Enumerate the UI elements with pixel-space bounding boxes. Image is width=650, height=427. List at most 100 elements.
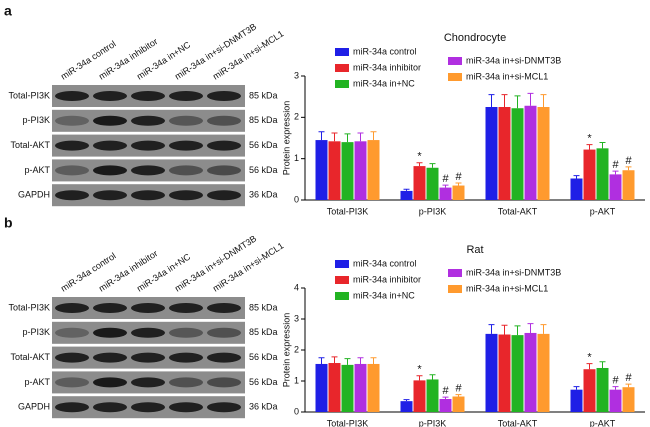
bar [583,149,596,200]
band [131,327,165,338]
kda-label: 36 kDa [249,190,278,200]
band [93,352,127,363]
y-tick-label: 0 [294,406,299,416]
band [207,115,241,126]
error-bar [514,95,521,109]
band [93,91,127,101]
band [131,91,165,101]
bar [315,363,328,412]
kda-label: 85 kDa [249,90,278,100]
error-bar [429,163,436,168]
y-tick-label: 2 [294,344,299,354]
band [169,303,203,313]
y-tick-label: 3 [294,313,299,323]
bar [596,148,609,200]
legend-label: miR-34a control [353,46,417,56]
bar [452,396,465,412]
band [55,303,89,313]
band [207,303,241,313]
band [131,377,165,388]
significance-mark: # [625,372,632,384]
bar [498,107,511,200]
lane-label: miR-34a in+si-MCL1 [211,240,285,293]
kda-label: 56 kDa [249,377,278,387]
kda-label: 85 kDa [249,327,278,337]
bar [400,190,413,200]
band [93,165,127,176]
bar [367,140,380,200]
band [169,402,203,413]
x-tick-label: Total-PI3K [327,206,369,216]
error-bar [527,92,534,106]
kda-label: 56 kDa [249,140,278,150]
row-label: p-PI3K [22,115,50,125]
bar [452,185,465,200]
y-axis-label: Protein expression [281,313,291,388]
bar [485,107,498,200]
row-label: p-AKT [24,165,50,175]
row-label: p-PI3K [22,327,50,337]
band [169,352,203,363]
kda-label: 56 kDa [249,352,278,362]
band [93,140,127,151]
error-bar [625,383,632,388]
bar [570,389,583,412]
legend-label: miR-34a inhibitor [353,274,421,284]
band [93,377,127,388]
significance-mark: # [442,173,449,185]
error-bar [540,94,547,107]
significance-mark: # [612,159,619,171]
y-axis-label: Protein expression [281,101,291,176]
error-bar [442,396,449,399]
kda-label: 85 kDa [249,302,278,312]
significance-mark: # [612,374,619,386]
legend-swatch [335,48,349,56]
x-tick-label: Total-AKT [498,418,538,427]
band [55,140,89,151]
x-tick-label: p-AKT [590,418,616,427]
kda-label: 56 kDa [249,165,278,175]
error-bar [429,374,436,380]
bar [426,167,439,200]
bar [596,367,609,412]
band [93,303,127,313]
row-label: Total-PI3K [8,90,50,100]
band [93,402,127,413]
bar [413,166,426,200]
bar [328,363,341,412]
row-label: Total-AKT [10,352,50,362]
band [55,115,89,126]
legend-label: miR-34a control [353,258,417,268]
band [169,190,203,201]
band [207,165,241,176]
significance-mark: * [417,364,422,376]
band [131,140,165,151]
error-bar [540,324,547,334]
band [169,115,203,126]
legend-swatch [335,276,349,284]
legend-swatch [448,285,462,293]
bar [439,187,452,200]
error-bar [488,324,495,334]
band [131,303,165,313]
kda-label: 36 kDa [249,402,278,412]
bar [537,333,550,412]
band [55,190,89,201]
band [93,327,127,338]
row-label: GAPDH [18,402,50,412]
bar [609,174,622,200]
legend-label: miR-34a in+NC [353,290,415,300]
significance-mark: # [455,383,462,395]
bar [341,364,354,412]
error-bar [357,132,364,142]
band [55,91,89,101]
bar [485,333,498,412]
band [207,352,241,363]
band [55,377,89,388]
band [55,165,89,176]
error-bar [527,323,534,333]
error-bar [344,133,351,143]
bar [354,363,367,412]
panel-label: b [4,215,13,231]
legend-label: miR-34a in+si-DNMT3B [466,267,561,277]
